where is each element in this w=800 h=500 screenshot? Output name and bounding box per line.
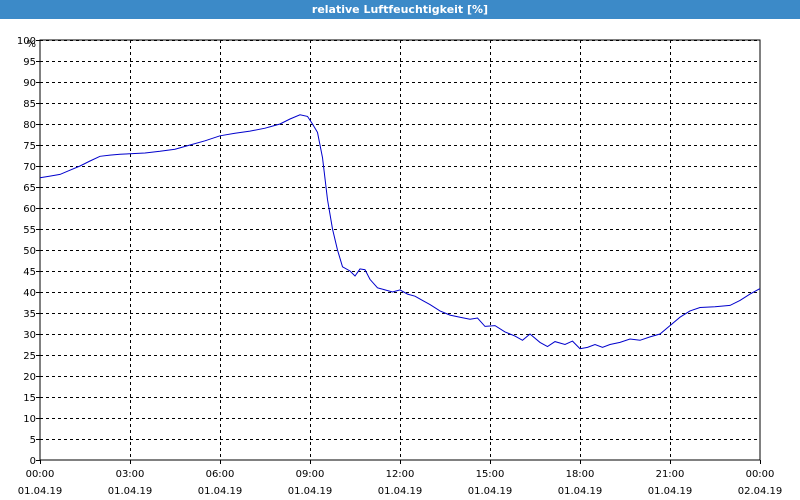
window-title: relative Luftfeuchtigkeit [%] xyxy=(0,0,800,19)
y-tick-label: 15 xyxy=(23,393,36,404)
x-tick-date-label: 01.04.19 xyxy=(108,486,153,497)
x-tick-time-label: 18:00 xyxy=(566,469,595,480)
y-tick-label: 10 xyxy=(23,414,36,425)
series-group xyxy=(39,114,761,350)
x-tick-time-label: 03:00 xyxy=(116,469,145,480)
y-tick-label: 100 xyxy=(17,36,36,47)
x-tick-time-label: 06:00 xyxy=(206,469,235,480)
x-tick-time-label: 21:00 xyxy=(656,469,685,480)
x-tick-time-label: 15:00 xyxy=(476,469,505,480)
x-tick-date-label: 02.04.19 xyxy=(738,486,783,497)
y-tick-label: 65 xyxy=(23,183,36,194)
y-tick-label: 75 xyxy=(23,141,36,152)
y-tick-label: 50 xyxy=(23,246,36,257)
y-tick-label: 20 xyxy=(23,372,36,383)
x-tick-date-label: 01.04.19 xyxy=(558,486,603,497)
y-tick-label: 0 xyxy=(30,456,36,467)
y-tick-label: 85 xyxy=(23,99,36,110)
x-tick-date-label: 01.04.19 xyxy=(648,486,693,497)
x-tick-time-label: 09:00 xyxy=(296,469,325,480)
x-tick-date-label: 01.04.19 xyxy=(198,486,243,497)
y-tick-label: 70 xyxy=(23,162,36,173)
y-tick-label: 55 xyxy=(23,225,36,236)
x-axis-ticks: 00:00 01.04.19 03:00 01.04.19 06:00 01.04.19 0… xyxy=(18,460,783,497)
y-tick-label: 45 xyxy=(23,267,36,278)
humidity-series-line xyxy=(39,114,761,350)
y-tick-label: 40 xyxy=(23,288,36,299)
humidity-chart: % 0 5 10 15 20 25 30 35 40 45 50 55 60 65 70 75 80 85 90 95… xyxy=(17,36,783,497)
horizontal-gridlines xyxy=(40,40,760,440)
x-tick-time-label: 00:00 xyxy=(26,469,55,480)
y-tick-label: 95 xyxy=(23,57,36,68)
y-tick-label: 25 xyxy=(23,351,36,362)
x-tick-date-label: 01.04.19 xyxy=(378,486,423,497)
y-axis-unit-label: % xyxy=(26,39,36,50)
y-tick-label: 90 xyxy=(23,78,36,89)
y-tick-label: 60 xyxy=(23,204,36,215)
y-axis-ticks: 0 5 10 15 20 25 30 35 40 45 50 55 60 65 70 75 80 85 90 95 10… xyxy=(17,36,40,467)
y-tick-label: 80 xyxy=(23,120,36,131)
x-tick-time-label: 00:00 xyxy=(746,469,775,480)
x-tick-time-label: 12:00 xyxy=(386,469,415,480)
y-tick-label: 35 xyxy=(23,309,36,320)
x-tick-date-label: 01.04.19 xyxy=(468,486,513,497)
x-tick-date-label: 01.04.19 xyxy=(18,486,63,497)
x-tick-date-label: 01.04.19 xyxy=(288,486,333,497)
y-tick-label: 5 xyxy=(30,435,36,446)
y-tick-label: 30 xyxy=(23,330,36,341)
